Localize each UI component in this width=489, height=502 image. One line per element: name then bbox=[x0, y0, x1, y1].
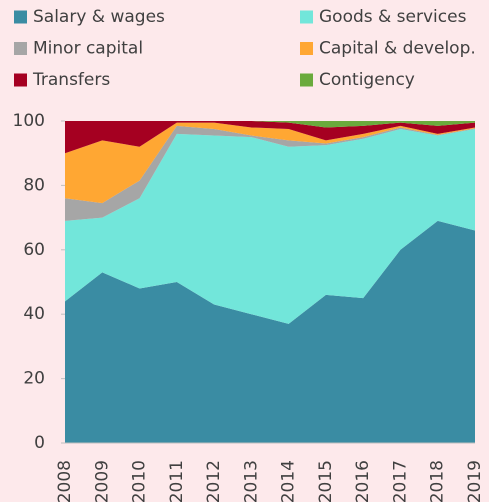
legend-swatch bbox=[300, 73, 313, 87]
y-tick-label: 0 bbox=[34, 433, 45, 453]
legend-swatch bbox=[300, 10, 313, 24]
x-tick-label: 2016 bbox=[353, 460, 373, 502]
y-tick-label: 80 bbox=[23, 175, 45, 195]
x-tick-label: 2012 bbox=[204, 460, 224, 502]
x-tick-label: 2019 bbox=[465, 460, 485, 502]
legend-label: Transfers bbox=[32, 70, 110, 90]
x-tick-label: 2008 bbox=[55, 460, 75, 502]
area bbox=[65, 220, 475, 443]
x-tick-label: 2014 bbox=[279, 460, 299, 502]
legend-label: Goods & services bbox=[319, 7, 467, 27]
y-tick-label: 100 bbox=[13, 111, 45, 131]
x-tick-label: 2015 bbox=[316, 460, 336, 502]
x-tick-label: 2018 bbox=[428, 460, 448, 502]
area bbox=[65, 129, 475, 324]
legend-swatch bbox=[14, 10, 27, 24]
legend-label: Capital & develop. bbox=[319, 39, 476, 59]
area bbox=[65, 125, 475, 221]
y-tick-label: 60 bbox=[23, 240, 45, 260]
legend-swatch bbox=[300, 42, 313, 55]
x-tick-label: 2017 bbox=[390, 460, 410, 502]
legend-label: Contigency bbox=[319, 70, 415, 90]
legend-label: Minor capital bbox=[33, 39, 143, 59]
x-tick-label: 2011 bbox=[167, 460, 187, 502]
area bbox=[65, 121, 475, 154]
area bbox=[65, 122, 475, 204]
legend-swatch bbox=[14, 73, 27, 87]
legend-swatch bbox=[14, 42, 27, 55]
x-tick-label: 2009 bbox=[92, 460, 112, 502]
area bbox=[65, 121, 475, 128]
legend-label: Salary & wages bbox=[33, 7, 165, 27]
y-tick-label: 40 bbox=[23, 304, 45, 324]
x-tick-label: 2013 bbox=[241, 460, 261, 502]
x-tick-label: 2010 bbox=[130, 460, 150, 502]
y-tick-label: 20 bbox=[23, 369, 45, 389]
